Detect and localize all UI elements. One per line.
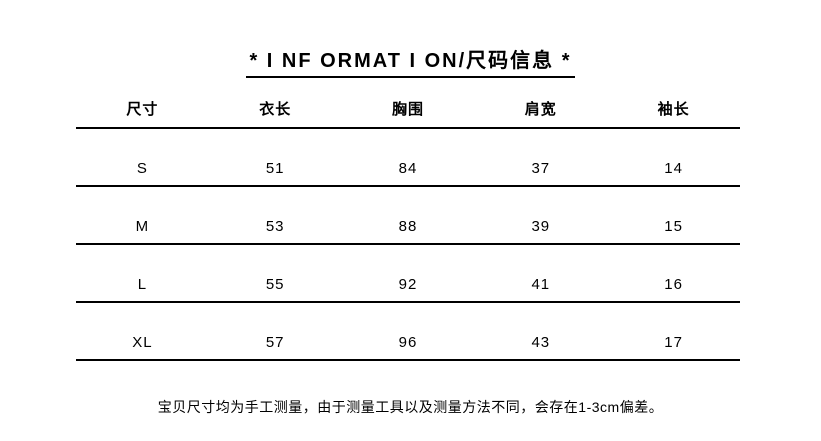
measurement-disclaimer: 宝贝尺寸均为手工测量，由于测量工具以及测量方法不同，会存在1-3cm偏差。 xyxy=(157,399,664,415)
cell-sleeve: 16 xyxy=(664,276,683,293)
cell-size: S xyxy=(136,160,148,177)
column-header-size: 尺寸 xyxy=(126,101,159,118)
size-table: 尺寸 衣长 胸围 肩宽 袖长 S 51 84 37 14 M 53 88 39 … xyxy=(76,95,740,361)
table-row-xl: XL 57 96 43 17 xyxy=(76,303,740,361)
table-row-m: M 53 88 39 15 xyxy=(76,187,740,245)
cell-size: L xyxy=(137,276,148,293)
cell-shoulder: 43 xyxy=(531,334,551,351)
cell-sleeve: 17 xyxy=(664,334,683,351)
cell-length: 53 xyxy=(265,218,285,235)
cell-size: XL xyxy=(132,334,153,351)
cell-shoulder: 41 xyxy=(531,276,551,293)
cell-sleeve: 15 xyxy=(664,218,683,235)
page-title: * I NF ORMAT I ON/尺码信息 * xyxy=(246,44,575,78)
table-row-l: L 55 92 41 16 xyxy=(76,245,740,303)
cell-bust: 96 xyxy=(398,334,418,351)
cell-shoulder: 39 xyxy=(531,218,551,235)
cell-length: 57 xyxy=(265,334,285,351)
column-header-length: 衣长 xyxy=(259,101,292,118)
cell-bust: 84 xyxy=(398,160,418,177)
page-title-wrap: * I NF ORMAT I ON/尺码信息 * xyxy=(0,44,821,78)
cell-shoulder: 37 xyxy=(531,160,551,177)
column-header-bust: 胸围 xyxy=(391,101,424,118)
cell-bust: 88 xyxy=(398,218,418,235)
cell-bust: 92 xyxy=(398,276,418,293)
column-header-sleeve: 袖长 xyxy=(657,101,690,118)
column-header-shoulder: 肩宽 xyxy=(524,101,557,118)
table-header-row: 尺寸 衣长 胸围 肩宽 袖长 xyxy=(76,95,740,129)
cell-size: M xyxy=(135,218,150,235)
cell-length: 55 xyxy=(265,276,285,293)
cell-sleeve: 14 xyxy=(664,160,683,177)
table-row-s: S 51 84 37 14 xyxy=(76,129,740,187)
cell-length: 51 xyxy=(265,160,285,177)
